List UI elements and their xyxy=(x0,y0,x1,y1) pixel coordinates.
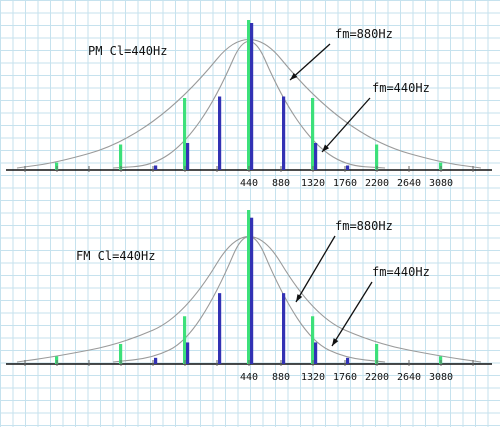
bar-fm-880 xyxy=(375,144,379,170)
arrow-head xyxy=(322,144,330,152)
bar-fm-440 xyxy=(346,165,350,170)
bar-fm-440 xyxy=(186,342,190,364)
bar-fm-440 xyxy=(282,293,286,364)
bar-fm-880 xyxy=(375,343,379,364)
bar-fm-440 xyxy=(314,342,318,364)
bar-fm-880 xyxy=(119,144,123,170)
bar-fm-880 xyxy=(183,316,187,364)
envelope-curve-fm-880 xyxy=(16,38,482,169)
envelope-curve-fm-440 xyxy=(112,236,386,363)
annotation-label: fm=880Hz xyxy=(335,27,393,41)
bar-fm-880 xyxy=(247,210,251,364)
x-tick-label: 1760 xyxy=(333,372,357,383)
arrow-head xyxy=(332,338,339,346)
panel-title: PM Cl=440Hz xyxy=(88,44,167,58)
x-tick-label: 1760 xyxy=(333,178,357,189)
x-tick-label: 1320 xyxy=(301,372,325,383)
bar-fm-440 xyxy=(282,96,286,170)
annotation-arrow xyxy=(295,235,336,303)
annotation-label: fm=440Hz xyxy=(372,265,430,279)
x-tick-label: 2200 xyxy=(365,178,389,189)
annotation-label: fm=880Hz xyxy=(335,219,393,233)
bar-fm-440 xyxy=(314,143,318,170)
annotation-arrow xyxy=(321,97,371,153)
bar-fm-440 xyxy=(218,96,222,170)
bar-fm-440 xyxy=(154,357,158,364)
bar-fm-440 xyxy=(218,293,222,364)
bar-fm-880 xyxy=(247,20,251,170)
x-tick-label: 3080 xyxy=(429,178,453,189)
bar-fm-440 xyxy=(250,217,254,364)
annotation-label: fm=440Hz xyxy=(372,81,430,95)
x-tick-label: 440 xyxy=(240,178,258,189)
x-tick-label: 880 xyxy=(272,372,290,383)
x-tick-label: 3080 xyxy=(429,372,453,383)
bar-fm-880 xyxy=(311,316,315,364)
envelope-curve-fm-880 xyxy=(16,236,482,363)
bar-fm-880 xyxy=(311,98,315,170)
envelope-curve-fm-440 xyxy=(112,41,386,169)
x-tick-label: 2640 xyxy=(397,178,421,189)
fm-panel: 440 880 1320 1760 2200 2640 3080 FM Cl=440Hz fm=… xyxy=(6,210,492,383)
panel-title: FM Cl=440Hz xyxy=(76,249,155,263)
x-tick-label: 1320 xyxy=(301,178,325,189)
annotation-arrow xyxy=(289,43,331,81)
arrow-head xyxy=(290,72,298,80)
x-tick-label: 440 xyxy=(240,372,258,383)
x-tick-label: 880 xyxy=(272,178,290,189)
annotation-arrow xyxy=(331,281,373,347)
x-tick-label: 2640 xyxy=(397,372,421,383)
bar-fm-440 xyxy=(186,143,190,170)
x-tick-label: 2200 xyxy=(365,372,389,383)
bar-fm-440 xyxy=(154,165,158,170)
pm-panel: 440 880 1320 1760 2200 2640 3080 PM Cl=440Hz fm=… xyxy=(6,20,492,189)
bar-fm-440 xyxy=(346,357,350,364)
bar-fm-880 xyxy=(119,343,123,364)
arrow-head xyxy=(296,294,303,302)
bar-fm-440 xyxy=(250,23,254,170)
bar-fm-880 xyxy=(183,98,187,170)
